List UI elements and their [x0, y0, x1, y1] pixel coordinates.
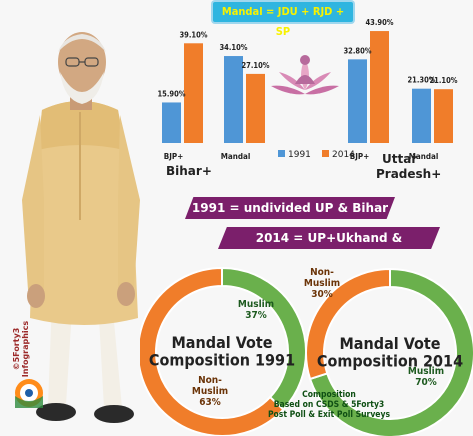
bar-2014-2 — [370, 31, 389, 143]
donut-chart-1991: Mandal Vote Composition 1991 Muslim 37% Non-… — [140, 266, 307, 436]
note-1991: 1991 = undivided UP & Bihar — [185, 197, 395, 219]
legend-label-2014: 2014 — [332, 150, 355, 160]
source-line-1: Composition — [302, 390, 356, 400]
bar-chart: 15.90% 39.10% 34.10% 27.10% 32.80% 43.90% 21.3… — [157, 18, 457, 181]
portrait-illustration — [22, 32, 140, 423]
group-label-up: Uttar Pradesh+ — [376, 152, 441, 181]
slice-label: Non-Muslim 63% — [192, 375, 228, 408]
slice-label: Muslim 37% — [238, 299, 274, 321]
slice-label: Non-Muslim 30% — [304, 267, 340, 300]
note-2014: 2014 = UP+Ukhand & Bihar+Jharkhand — [218, 227, 440, 249]
donut-title: Mandal Vote Composition 2014 — [317, 334, 463, 371]
source-note: Composition Based on CSDS & 5Forty3 Post… — [262, 390, 396, 420]
category-label: BJP+ — [164, 152, 183, 161]
bar-1991-1 — [224, 56, 243, 143]
bar-value-label: 21.30% — [407, 76, 435, 85]
bar-value-label: 34.10% — [219, 43, 247, 52]
group-label-bihar: Bihar+ — [166, 164, 212, 178]
title-banner: Mandal = JDU + RJD + SP — [213, 2, 353, 38]
bar-2014-1 — [246, 73, 265, 143]
source-line-3: Post Poll & Exit Poll Surveys — [267, 410, 391, 420]
bar-value-label: 32.80% — [343, 46, 371, 55]
bar-value-label: 39.10% — [179, 30, 207, 39]
bar-value-label: 21.10% — [429, 76, 457, 85]
slice-label: Muslim 70% — [408, 366, 444, 388]
slice-muslim — [308, 267, 473, 436]
slice-non-muslim — [305, 267, 391, 381]
category-label: Mandal — [409, 152, 439, 161]
bar-2014-0 — [184, 43, 203, 143]
page-title: Mandal = JDU + RJD + SP — [221, 5, 345, 38]
bar-value-label: 43.90% — [365, 18, 393, 27]
category-label: Mandal — [221, 152, 251, 161]
legend-label-1991: 1991 — [288, 150, 311, 160]
donut-charts: Mandal Vote Composition 1991 Muslim 37% Non-… — [140, 266, 473, 436]
bar-value-label: 15.90% — [157, 89, 185, 98]
donut-title: Mandal Vote Composition 1991 — [149, 333, 295, 370]
category-label: BJP+ — [350, 152, 369, 161]
lotus-meditation-icon — [271, 55, 339, 95]
legend-swatch-1991 — [278, 150, 285, 157]
slice-non-muslim — [140, 266, 285, 436]
bar-1991-3 — [412, 88, 431, 143]
5forty3-logo — [15, 379, 43, 408]
bar-2014-3 — [434, 89, 453, 143]
bar-1991-2 — [348, 59, 367, 143]
bar-1991-0 — [162, 102, 181, 143]
legend-swatch-2014 — [322, 150, 329, 157]
watermark-credit: ©5Forty3 Infographics — [12, 320, 30, 378]
bar-value-label: 27.10% — [241, 61, 269, 70]
source-line-2: Based on CSDS & 5Forty3 — [273, 400, 385, 410]
chart-legend: 1991 2014 — [278, 150, 355, 160]
